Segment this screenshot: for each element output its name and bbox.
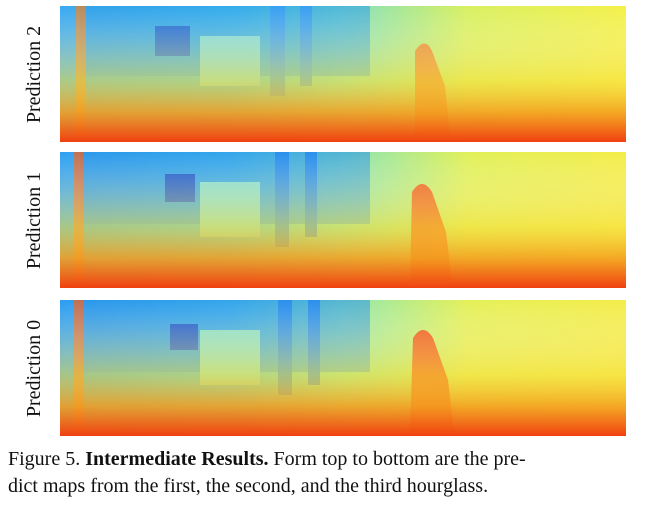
- caption-line1-rest: Form top to bottom are the pre-: [268, 448, 526, 470]
- depth-map-2-image: [60, 6, 626, 142]
- row-label-prediction-1: Prediction 1: [20, 152, 50, 288]
- prediction-0-label: Prediction 0: [23, 319, 46, 417]
- prediction-1-label: Prediction 1: [23, 171, 46, 269]
- depth-map-prediction-1: [60, 152, 626, 288]
- figure-caption: Figure 5. Intermediate Results. Form top…: [8, 446, 653, 500]
- depth-map-1-image: [60, 152, 626, 288]
- depth-map-prediction-0: [60, 300, 626, 436]
- depth-map-0-image: [60, 300, 626, 436]
- row-label-prediction-0: Prediction 0: [20, 300, 50, 436]
- caption-title: Intermediate Results.: [85, 448, 269, 470]
- depth-map-prediction-2: [60, 6, 626, 142]
- caption-line2: dict maps from the first, the second, an…: [8, 475, 489, 497]
- prediction-2-label: Prediction 2: [23, 25, 46, 123]
- caption-prefix: Figure 5.: [8, 448, 86, 470]
- row-label-prediction-2: Prediction 2: [20, 6, 50, 142]
